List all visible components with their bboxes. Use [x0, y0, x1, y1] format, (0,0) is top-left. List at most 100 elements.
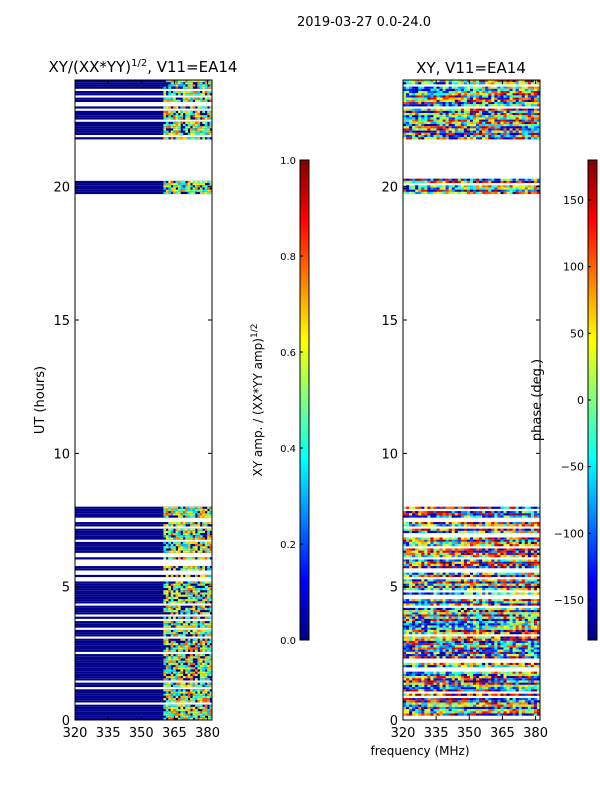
heatmap-cell: [466, 544, 471, 547]
heatmap-cell: [202, 612, 206, 615]
heatmap-cell: [497, 682, 501, 685]
heatmap-cell: [500, 621, 504, 624]
heatmap-cell: [500, 579, 504, 582]
heatmap-cell: [488, 704, 492, 707]
heatmap-cell: [199, 700, 203, 703]
heatmap-cell: [436, 579, 440, 582]
heatmap-cell: [524, 528, 529, 531]
heatmap-cell: [500, 678, 504, 681]
heatmap-cell: [406, 618, 410, 622]
heatmap-cell: [466, 612, 471, 615]
heatmap-cell: [491, 539, 495, 542]
heatmap-cell: [165, 658, 169, 661]
heatmap-cell: [515, 665, 519, 668]
heatmap-cell: [509, 585, 513, 589]
heatmap-cell: [454, 678, 459, 681]
heatmap-cell: [199, 511, 203, 514]
heatmap-cell: [168, 585, 171, 589]
heatmap-cell: [165, 191, 169, 195]
heatmap-cell: [433, 698, 437, 701]
heatmap-cell: [491, 612, 495, 615]
heatmap-cell: [494, 693, 498, 696]
heatmap-cell: [524, 592, 529, 595]
heatmap-cell: [476, 623, 480, 626]
heatmap-cell: [197, 180, 201, 184]
heatmap-cell: [469, 689, 474, 692]
heatmap-cell: [403, 610, 407, 613]
heatmap-cell: [476, 572, 480, 575]
heatmap-cell: [177, 645, 181, 648]
heatmap-cell: [170, 711, 174, 714]
heatmap-cell: [202, 557, 206, 560]
heatmap-cell: [185, 706, 188, 710]
heatmap-cell: [436, 709, 440, 712]
heatmap-cell: [202, 592, 206, 595]
heatmap-cell: [494, 684, 498, 688]
heatmap-cell: [509, 689, 513, 692]
heatmap-cell: [415, 687, 419, 690]
heatmap-cell: [451, 647, 456, 650]
heatmap-cell: [479, 713, 483, 716]
heatmap-cell: [187, 550, 191, 553]
heatmap-cell: [418, 530, 422, 534]
heatmap-cell: [463, 629, 468, 633]
heatmap-cell: [204, 678, 208, 681]
heatmap-cell: [436, 673, 440, 677]
heatmap-cell: [168, 126, 171, 129]
heatmap-cell: [533, 563, 538, 567]
heatmap-cell: [187, 91, 191, 94]
heatmap-cell: [403, 537, 407, 540]
heatmap-cell: [415, 645, 419, 648]
heatmap-cell: [406, 541, 410, 545]
heatmap-cell: [442, 563, 446, 567]
heatmap-cell: [421, 647, 425, 650]
heatmap-row: [75, 665, 212, 668]
heatmap-cell: [524, 548, 529, 551]
heatmap-cell: [524, 513, 529, 516]
heatmap-cell: [202, 110, 206, 113]
heatmap-cell: [170, 113, 174, 116]
amplitude-colorbar-label: XY amp. / (XX*YY amp)1/2: [250, 324, 265, 477]
heatmap-cell: [448, 643, 453, 646]
heatmap-cell: [209, 537, 212, 540]
heatmap-cell: [466, 647, 471, 650]
heatmap-cell: [175, 656, 179, 659]
heatmap-cell: [175, 541, 179, 545]
heatmap-cell: [476, 632, 480, 635]
heatmap-cell: [177, 607, 181, 611]
heatmap-cell: [494, 559, 498, 562]
heatmap-cell: [202, 605, 206, 608]
heatmap-cell: [415, 693, 419, 696]
heatmap-cell: [421, 671, 425, 674]
heatmap-cell: [533, 687, 538, 690]
heatmap-cell: [165, 596, 169, 600]
heatmap-cell: [448, 583, 453, 586]
heatmap-cell: [530, 561, 535, 564]
heatmap-cell: [199, 574, 203, 578]
heatmap-cell: [409, 627, 413, 630]
heatmap-row: [75, 709, 212, 712]
heatmap-cell: [524, 616, 529, 619]
heatmap-cell: [207, 537, 210, 540]
heatmap-row: [75, 91, 212, 94]
heatmap-cell: [403, 599, 407, 602]
heatmap-cell: [466, 574, 471, 578]
heatmap-cell: [445, 544, 449, 547]
heatmap-cell: [454, 579, 459, 582]
heatmap-cell: [163, 599, 167, 602]
heatmap-cell: [524, 585, 529, 589]
heatmap-cell: [527, 601, 532, 604]
heatmap-cell: [173, 115, 176, 118]
heatmap-cell: [494, 627, 498, 630]
heatmap-cell: [485, 654, 489, 657]
heatmap-cell: [427, 678, 431, 681]
heatmap-cell: [485, 676, 489, 679]
heatmap-cell: [202, 91, 206, 94]
heatmap-cell: [202, 137, 206, 140]
heatmap-cell: [512, 581, 516, 584]
heatmap-cell: [433, 713, 437, 716]
heatmap-cell: [421, 636, 425, 639]
heatmap-cell: [527, 621, 532, 624]
heatmap-cell: [175, 106, 179, 109]
heatmap-cell: [202, 713, 206, 716]
